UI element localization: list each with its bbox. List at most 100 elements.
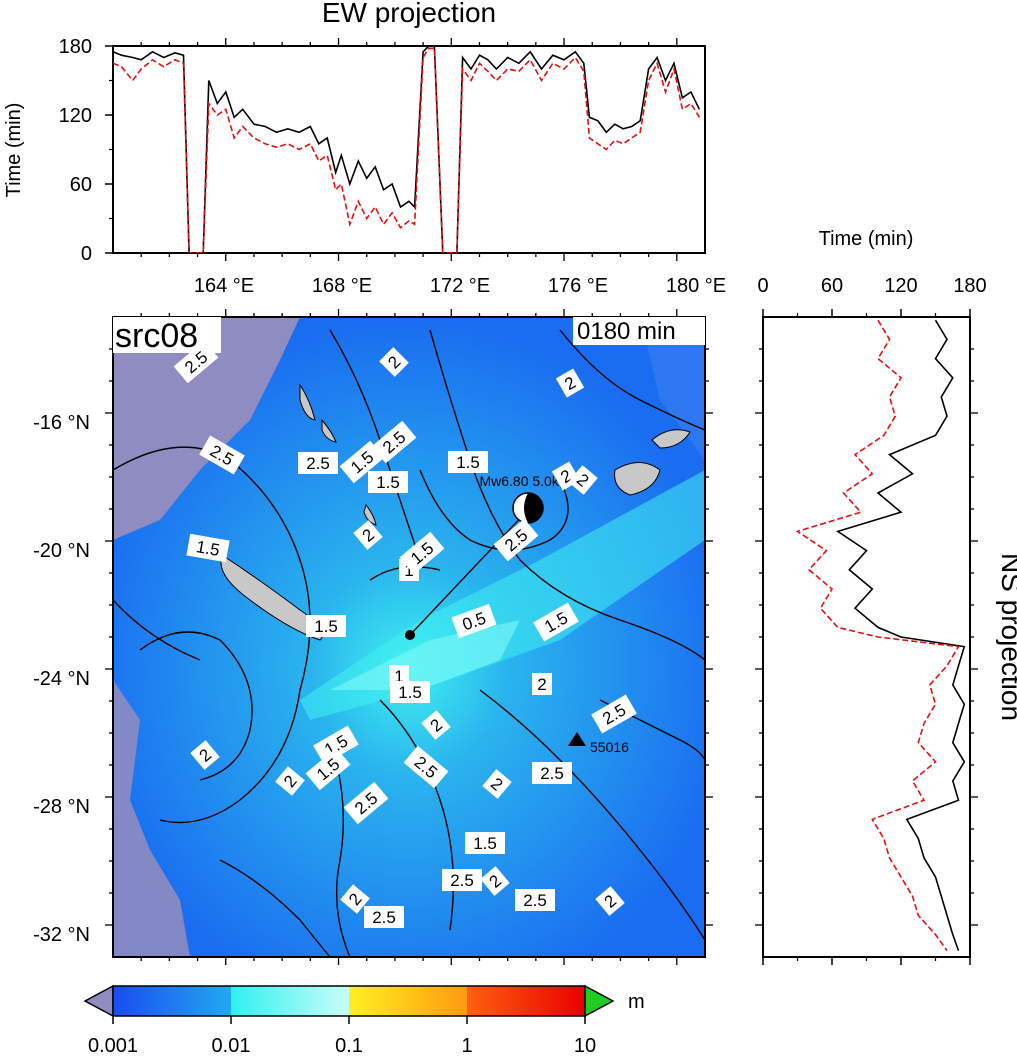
map-xtick-180: 180 °E — [666, 275, 726, 297]
colorbar-underflow-triangle — [83, 984, 114, 1018]
colorbar-tick-001: 0.01 — [212, 1035, 251, 1057]
ns-xtick-0: 0 — [757, 275, 768, 297]
contour-label: 1.5 — [448, 451, 488, 473]
contour-label-group: 2.5 222.52.5 2.5 1.5 1.51.5 22 2.51.511.51.5 0.… — [173, 340, 637, 928]
ns-xtick-120: 120 — [884, 275, 917, 297]
ew-panel: EW projection Time (min) 0 60 120 180 — [3, 0, 706, 265]
contour-label: 2.5 — [442, 869, 482, 891]
ew-ylabel: Time (min) — [3, 103, 25, 198]
map-xtick-168: 168 °E — [312, 275, 372, 297]
svg-text:1.5: 1.5 — [456, 453, 480, 472]
svg-text:2.5: 2.5 — [540, 764, 564, 783]
island-fiji — [614, 462, 661, 496]
epicenter-dot — [405, 630, 415, 640]
contour-label: 2 — [190, 740, 220, 770]
contour-label: 2 — [555, 368, 585, 398]
contour-label: 2.5 — [515, 889, 555, 911]
map-ytick-24: -24 °N — [33, 668, 90, 690]
ew-ytick-0: 0 — [81, 243, 92, 265]
ew-ytick-180: 180 — [59, 36, 92, 58]
map-xtick-176: 176 °E — [548, 275, 608, 297]
colorbar-tick-10: 10 — [574, 1035, 596, 1057]
fault-line — [409, 509, 529, 636]
colorbar-overflow-triangle — [584, 984, 615, 1018]
svg-text:1: 1 — [394, 667, 403, 686]
colorbar-tick-01: 0.1 — [335, 1035, 363, 1057]
ew-series-red — [113, 47, 701, 253]
ew-y-axis: 0 60 120 180 — [59, 36, 92, 265]
svg-text:2.5: 2.5 — [523, 891, 547, 910]
ns-panel: Time (min) 0 60 120 180 NS projection — [755, 228, 1017, 965]
ns-xlabel: Time (min) — [819, 228, 914, 250]
contour-label: 2 — [353, 520, 383, 550]
ns-title: NS projection — [996, 553, 1017, 721]
ns-tick-marks — [755, 309, 978, 965]
contour-label: 2 — [421, 710, 451, 740]
contour-label: 1.5 — [390, 681, 430, 703]
colorbar-tick-0001: 0.001 — [88, 1035, 138, 1057]
island-vanuatu-2 — [321, 418, 337, 443]
map-xtick-172: 172 °E — [430, 275, 490, 297]
map-tick-marks — [105, 309, 713, 965]
map-ytick-28: -28 °N — [33, 796, 90, 818]
station-triangle-icon — [568, 732, 586, 746]
ns-plot-frame — [762, 316, 971, 958]
map-ytick-16: -16 °N — [33, 412, 90, 434]
contour-label: 2.5 — [532, 762, 572, 784]
contour-label: 1.5 — [306, 615, 346, 637]
contour-label: 2.5 — [298, 452, 338, 474]
svg-text:2.5: 2.5 — [306, 454, 330, 473]
svg-text:2.5: 2.5 — [450, 871, 474, 890]
time-label-box — [573, 317, 705, 345]
colorbar-unit: m — [628, 991, 645, 1013]
ew-tick-marks — [105, 38, 678, 261]
ns-xtick-180: 180 — [953, 275, 986, 297]
map-panel: src08 0180 min Mw6.80 5.0km 55016 2.5 222… — [33, 309, 713, 965]
contour-label: 1.5 — [186, 533, 230, 563]
source-label: src08 — [115, 317, 198, 355]
beachball-icon — [512, 492, 544, 524]
map-ytick-20: -20 °N — [33, 540, 90, 562]
svg-text:1.5: 1.5 — [314, 617, 338, 636]
map-xtick-164: 164 °E — [194, 275, 254, 297]
contour-label: 1.5 — [465, 832, 505, 854]
svg-text:2.5: 2.5 — [372, 908, 396, 927]
svg-text:1.5: 1.5 — [398, 683, 422, 702]
ew-ytick-120: 120 — [59, 105, 92, 127]
colorbar-tick-marks — [112, 1016, 586, 1024]
ew-ytick-60: 60 — [70, 174, 92, 196]
contour-label: 2 — [482, 769, 512, 799]
colorbar: m 0.001 0.01 0.1 1 10 — [83, 984, 645, 1057]
island-fiji-north — [651, 429, 691, 449]
time-label: 0180 min — [577, 318, 676, 345]
island-vanuatu-1 — [299, 383, 316, 421]
ns-series-group — [795, 319, 966, 952]
contour-label: 2 — [379, 347, 409, 377]
contour-label: 1.5 — [368, 471, 408, 493]
island-vanuatu-3 — [363, 503, 377, 526]
contour-label: 2 — [340, 884, 370, 914]
ns-series-red — [795, 319, 960, 952]
svg-text:1.5: 1.5 — [195, 537, 222, 560]
contour-label: 2 — [480, 866, 510, 896]
contour-label: 2 — [595, 886, 625, 916]
ns-xtick-60: 60 — [821, 275, 843, 297]
svg-text:1.5: 1.5 — [473, 834, 497, 853]
event-label: Mw6.80 5.0km — [479, 473, 570, 489]
ew-plot-frame — [112, 45, 706, 254]
map-y-axis: -16 °N -20 °N -24 °N -28 °N -32 °N — [33, 412, 90, 946]
ns-series-black — [835, 319, 966, 951]
station-label: 55016 — [590, 739, 629, 755]
svg-text:1.5: 1.5 — [376, 473, 400, 492]
contour-lines — [113, 329, 705, 957]
svg-text:1: 1 — [404, 561, 413, 580]
colorbar-gradient — [112, 985, 586, 1017]
map-x-axis: 164 °E 168 °E 172 °E 176 °E 180 °E — [194, 275, 726, 297]
land-area-sw — [113, 680, 190, 957]
contour-label: 2 — [568, 465, 598, 495]
contour-label: 2 — [275, 766, 305, 796]
map-ytick-32: -32 °N — [33, 924, 90, 946]
ew-series-group — [113, 46, 701, 253]
contour-label: 2 — [532, 673, 552, 695]
